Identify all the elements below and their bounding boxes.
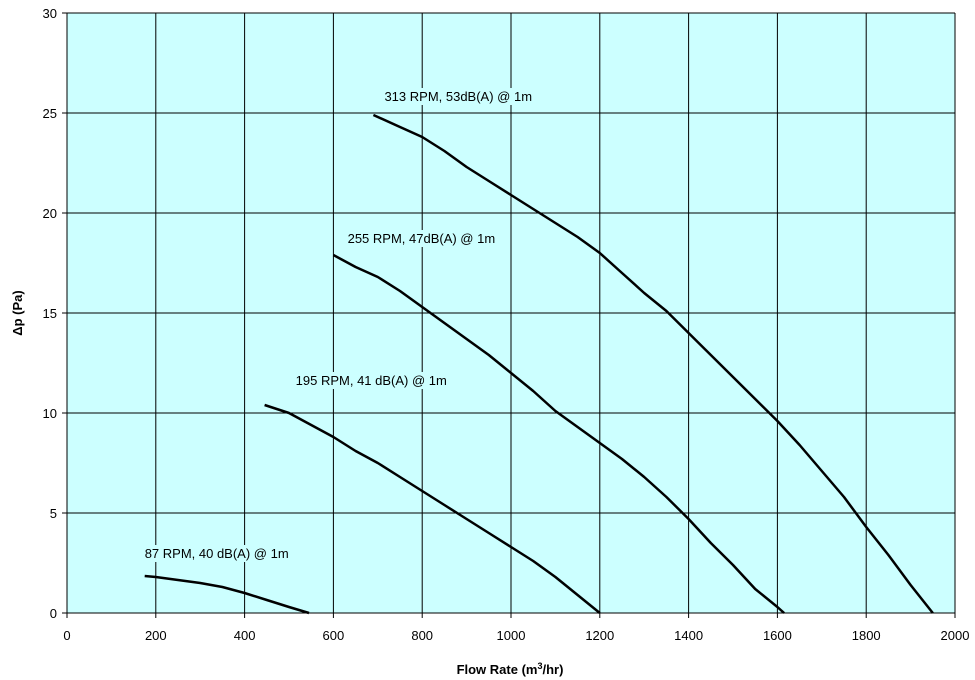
curve-label-0: 313 RPM, 53dB(A) @ 1m <box>381 88 536 105</box>
curve-label-bg <box>344 230 499 247</box>
x-tick-label: 1800 <box>852 628 881 643</box>
series-lines <box>144 113 934 615</box>
y-tick-label: 10 <box>43 406 57 421</box>
series-line-1 <box>264 403 601 614</box>
curve-label-bg <box>381 88 536 105</box>
curve-label-text: 313 RPM, 53dB(A) @ 1m <box>384 89 532 104</box>
curve-label-text: 195 RPM, 41 dB(A) @ 1m <box>296 373 447 388</box>
curve-label-3: 87 RPM, 40 dB(A) @ 1m <box>141 545 292 562</box>
x-tick-label: 400 <box>234 628 256 643</box>
y-tick-label: 30 <box>43 6 57 21</box>
curve-label-2: 195 RPM, 41 dB(A) @ 1m <box>292 372 450 389</box>
grid <box>66 12 956 614</box>
x-tick-label: 1400 <box>674 628 703 643</box>
y-tick-label: 20 <box>43 206 57 221</box>
y-tick-label: 15 <box>43 306 57 321</box>
curve-label-bg <box>141 545 292 562</box>
x-tick-label: 1200 <box>585 628 614 643</box>
x-tick-label: 200 <box>145 628 167 643</box>
curve-label-1: 255 RPM, 47dB(A) @ 1m <box>344 230 499 247</box>
tick-labels: 0 200 400 600 800 1000 1200 1400 1600 1800 2000 0 5 1… <box>43 6 970 643</box>
curve-label-text: 87 RPM, 40 dB(A) @ 1m <box>145 546 289 561</box>
series-line-0 <box>144 574 310 615</box>
curve-labels: 313 RPM, 53dB(A) @ 1m 255 RPM, 47dB(A) @ … <box>141 88 536 562</box>
series-line-3 <box>372 113 934 614</box>
y-axis-title: Δp (Pa) <box>10 290 25 335</box>
curve-label-bg <box>292 372 450 389</box>
x-tick-label: 1600 <box>763 628 792 643</box>
curve-label-text: 255 RPM, 47dB(A) @ 1m <box>348 231 496 246</box>
x-axis-title: Flow Rate (m3/hr) <box>457 661 564 677</box>
series-line-2 <box>332 253 785 614</box>
y-tick-label: 25 <box>43 106 57 121</box>
y-tick-label: 0 <box>50 606 57 621</box>
y-tick-label: 5 <box>50 506 57 521</box>
x-tick-label: 2000 <box>941 628 970 643</box>
x-tick-label: 800 <box>411 628 433 643</box>
x-tick-label: 0 <box>63 628 70 643</box>
x-tick-label: 600 <box>323 628 345 643</box>
x-tick-label: 1000 <box>497 628 526 643</box>
